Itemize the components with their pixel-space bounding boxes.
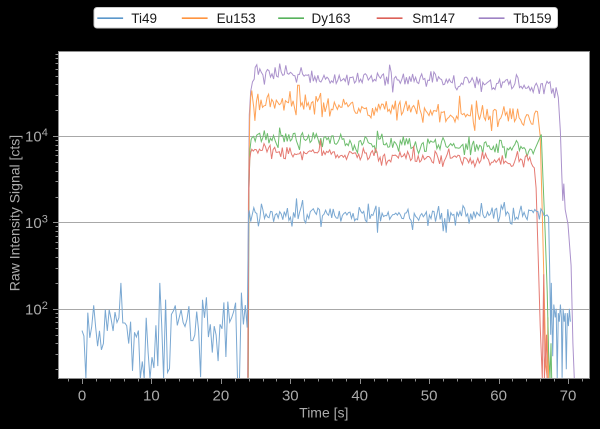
svg-text:60: 60 <box>490 388 507 405</box>
svg-text:30: 30 <box>282 388 299 405</box>
svg-text:Time [s]: Time [s] <box>299 405 348 421</box>
svg-text:40: 40 <box>351 388 368 405</box>
svg-text:Raw Intensity Signal [cts]: Raw Intensity Signal [cts] <box>7 135 23 291</box>
svg-text:Dy163: Dy163 <box>312 11 351 26</box>
svg-text:50: 50 <box>421 388 438 405</box>
svg-text:70: 70 <box>560 388 577 405</box>
svg-text:10: 10 <box>143 388 160 405</box>
svg-text:Sm147: Sm147 <box>412 11 455 26</box>
svg-text:Tb159: Tb159 <box>513 11 551 26</box>
svg-text:0: 0 <box>78 388 86 405</box>
svg-text:20: 20 <box>213 388 230 405</box>
svg-text:Eu153: Eu153 <box>217 11 256 26</box>
svg-text:Ti49: Ti49 <box>131 11 157 26</box>
